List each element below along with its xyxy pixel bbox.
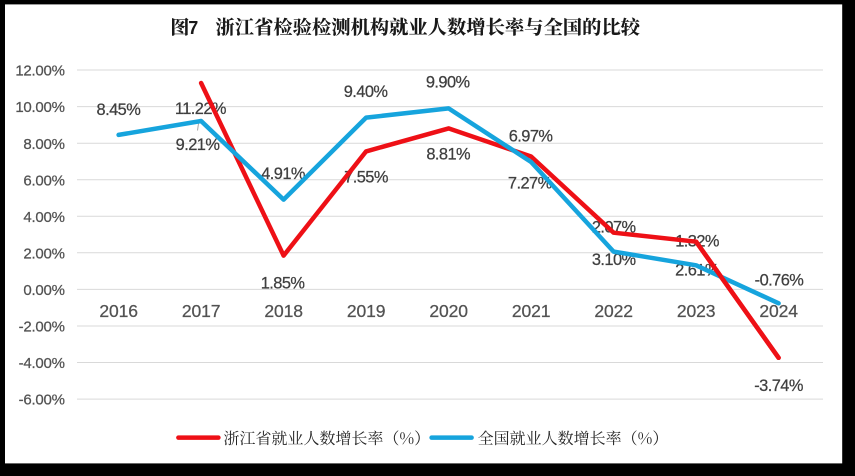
svg-text:-4.00%: -4.00%: [19, 355, 65, 372]
svg-text:6.97%: 6.97%: [509, 127, 553, 145]
svg-text:2024: 2024: [759, 301, 798, 321]
svg-text:8.81%: 8.81%: [426, 146, 470, 164]
svg-text:2023: 2023: [677, 301, 716, 321]
svg-text:10.00%: 10.00%: [15, 99, 64, 116]
svg-text:4.00%: 4.00%: [23, 209, 64, 226]
svg-text:7.55%: 7.55%: [344, 169, 388, 187]
svg-text:2.00%: 2.00%: [23, 245, 64, 262]
svg-text:1.85%: 1.85%: [261, 274, 305, 292]
svg-text:-0.76%: -0.76%: [755, 271, 804, 289]
svg-text:4.91%: 4.91%: [261, 165, 305, 183]
svg-text:6.00%: 6.00%: [23, 172, 64, 189]
svg-text:9.40%: 9.40%: [344, 83, 388, 101]
svg-text:7: 7: [188, 18, 198, 38]
svg-text:0.00%: 0.00%: [23, 282, 64, 299]
svg-text:12.00%: 12.00%: [15, 63, 64, 80]
svg-text:2016: 2016: [99, 301, 138, 321]
svg-text:8.00%: 8.00%: [23, 136, 64, 153]
svg-text:2022: 2022: [594, 301, 633, 321]
svg-text:8.45%: 8.45%: [97, 101, 141, 119]
svg-text:-2.00%: -2.00%: [19, 319, 65, 336]
svg-text:2017: 2017: [182, 301, 221, 321]
svg-text:-6.00%: -6.00%: [19, 392, 65, 409]
svg-text:2018: 2018: [264, 301, 303, 321]
svg-text:2021: 2021: [512, 301, 551, 321]
svg-text:2020: 2020: [429, 301, 468, 321]
svg-text:9.90%: 9.90%: [426, 73, 470, 91]
svg-text:9.21%: 9.21%: [176, 136, 220, 154]
svg-text:7.27%: 7.27%: [508, 174, 552, 192]
svg-text:-3.74%: -3.74%: [754, 377, 803, 395]
svg-text:2019: 2019: [347, 301, 386, 321]
